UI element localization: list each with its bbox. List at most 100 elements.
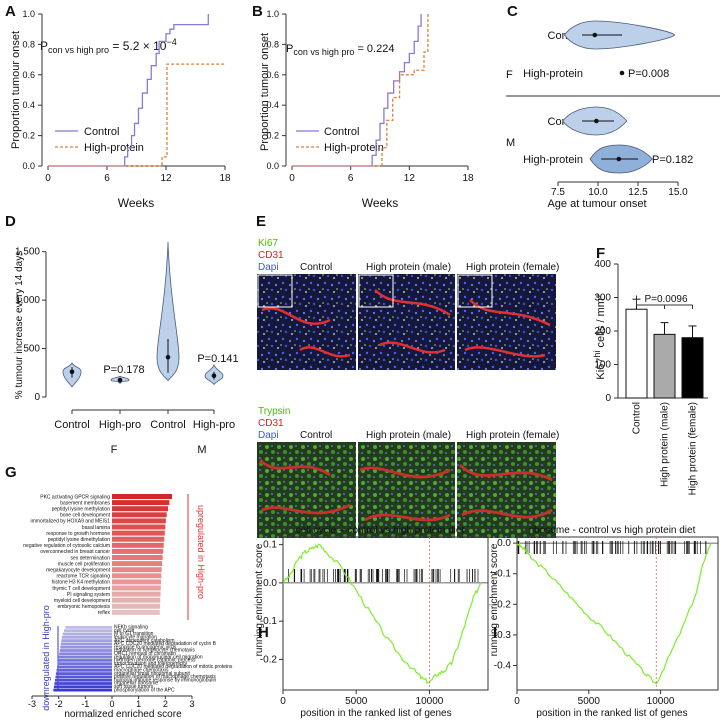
a-pvalue: Pcon vs high pro = 5.2 × 10−4 — [40, 37, 177, 55]
b-xlabel: Weeks — [362, 196, 398, 210]
b-legend-control: Control — [324, 126, 359, 138]
g-down-term: macrophage chemotaxis — [114, 668, 169, 674]
c-sex-m: M — [506, 137, 515, 149]
c-median-point — [594, 118, 599, 124]
g-up-term: basement membranes — [60, 500, 110, 506]
panel-g-enrichment-bars: normalized enriched score upregulated in… — [23, 494, 233, 720]
panel-letter-g: G — [5, 464, 17, 481]
g-down-bar — [60, 645, 112, 649]
c-median-point — [592, 32, 598, 38]
g-down-bar — [54, 678, 112, 682]
panel-letter-a: A — [5, 3, 16, 20]
d-median-point — [165, 354, 171, 360]
x-tick-label: 0 — [289, 173, 295, 184]
f-pvalue: P=0.0096 — [644, 294, 688, 305]
e-cond-male-bottom: High protein (male) — [366, 430, 451, 441]
y-tick-label: -0.1 — [260, 616, 278, 627]
g-xlabel: normalized enriched score — [64, 709, 182, 720]
a-series-control — [48, 14, 209, 167]
x-tick-label: 12 — [160, 173, 172, 184]
panel-f-bar-chart: Ki67hi cells / mm² P=0.0096 0 100 200 300 40… — [592, 259, 708, 495]
g-down-term: APC CDC20 mediated degradation of cyclin… — [114, 641, 217, 647]
g-up-bar — [112, 597, 161, 603]
h-xlabel: position in the ranked list of genes — [300, 708, 451, 719]
g-down-label: downregulated in High-pro — [41, 605, 51, 711]
panel-letter-d: D — [5, 213, 16, 230]
a-legend-highpro: High-protein — [84, 142, 144, 154]
g-down-term: M to G1 transition — [114, 631, 154, 637]
y-tick-label: 1.0 — [22, 9, 35, 19]
y-tick-label: 0.0 — [22, 161, 35, 171]
g-up-term: thymic T cell development — [52, 586, 110, 592]
g-down-term: regulation of lymphocyte chemotaxis — [114, 648, 195, 654]
x-tick-label: -1 — [81, 699, 89, 709]
c-pvalue: P=0.008 — [628, 68, 669, 80]
g-up-bar — [112, 548, 164, 554]
y-tick-label: -0.3 — [494, 630, 512, 641]
x-tick-label: -3 — [28, 699, 36, 709]
g-up-term: embryonic hemopoiesis — [57, 604, 110, 610]
b-legend-highpro: High-protein — [324, 142, 384, 154]
h-gene-hits — [288, 569, 479, 582]
y-tick-label: 0.6 — [266, 70, 279, 80]
a-xlabel: Weeks — [118, 196, 154, 210]
e-cond-control-top: Control — [300, 262, 332, 273]
x-tick-label: 5000 — [345, 696, 368, 707]
h-title: cell cycle – control vs high protein die… — [296, 525, 465, 536]
y-tick-label: -0.4 — [494, 661, 512, 672]
e-cond-female-bottom: High protein (female) — [466, 430, 559, 441]
g-down-term: organellar small ribosomal subunit — [114, 671, 190, 677]
x-tick-label: 10000 — [416, 696, 444, 707]
y-tick-label: 0.2 — [266, 131, 279, 141]
panel-h-gsea-plot: cell cycle – control vs high protein die… — [254, 525, 489, 719]
g-down-bar — [62, 632, 112, 636]
g-down-term: hydrogen peroxide catabolic process — [114, 658, 196, 664]
d-median-point — [211, 373, 217, 378]
y-tick-label: 500 — [23, 344, 40, 355]
y-tick-label: 0.4 — [22, 100, 35, 110]
g-up-bar — [112, 591, 161, 597]
g-down-term: response to oncogenic virus — [114, 644, 177, 650]
g-up-term: immortalized by HOXA9 and MEIS1 — [31, 519, 111, 525]
f-bar — [625, 308, 648, 399]
y-tick-label: 200 — [594, 326, 611, 337]
g-down-term: cell cycle — [114, 628, 135, 634]
g-down-bar — [58, 655, 112, 659]
g-up-term: response to growth hormone — [46, 531, 110, 537]
y-tick-label: 100 — [594, 360, 611, 371]
g-down-bar — [59, 652, 112, 656]
i-title: ribosome - control vs high protein diet — [529, 525, 696, 536]
g-up-term: bone cell development — [60, 513, 111, 519]
i-plot-frame — [516, 536, 719, 691]
g-up-bar — [112, 512, 167, 518]
y-tick-label: 1.0 — [266, 9, 279, 19]
g-down-term: APC CDC20 mediated degradation of mitoti… — [114, 664, 233, 670]
g-down-bar — [57, 662, 112, 666]
g-down-term: APC dependent catabolism — [114, 638, 175, 644]
c-sex-f: F — [506, 69, 513, 81]
a-ylabel: Proportion tumour onset — [10, 31, 22, 149]
y-tick-label: 0.8 — [22, 39, 35, 49]
panel-letter-i: I — [493, 624, 497, 641]
panel-b-survival-chart: Proportion tumour onset Weeks Pcon vs hi… — [259, 9, 474, 210]
c-xlabel: Age at tumour onset — [547, 198, 646, 210]
e-vessels-top — [261, 289, 551, 358]
x-tick-label: 0 — [45, 173, 51, 184]
y-tick-label: 300 — [594, 293, 611, 304]
y-tick-label: 0.8 — [266, 39, 279, 49]
e-image-female-top — [457, 274, 556, 370]
x-tick-label: 15.0 — [668, 187, 688, 198]
y-tick-label: 400 — [594, 259, 611, 270]
y-tick-label: 0.6 — [22, 70, 35, 80]
f-category-label: High protein (female) — [688, 402, 699, 495]
g-up-bar — [112, 536, 165, 542]
panel-e-micrographs: Ki67 CD31 Dapi Control High protein (mal… — [257, 238, 559, 538]
e-inset-male — [358, 274, 394, 308]
b-series-highpro — [292, 14, 429, 167]
x-tick-label: 0 — [514, 696, 520, 707]
x-tick-label: 10000 — [647, 696, 675, 707]
g-up-bar — [112, 518, 166, 524]
g-down-bar — [60, 642, 112, 646]
d-category-label: Control — [150, 419, 185, 431]
g-up-term: negative regulation of cytosolic calcium — [23, 543, 110, 549]
